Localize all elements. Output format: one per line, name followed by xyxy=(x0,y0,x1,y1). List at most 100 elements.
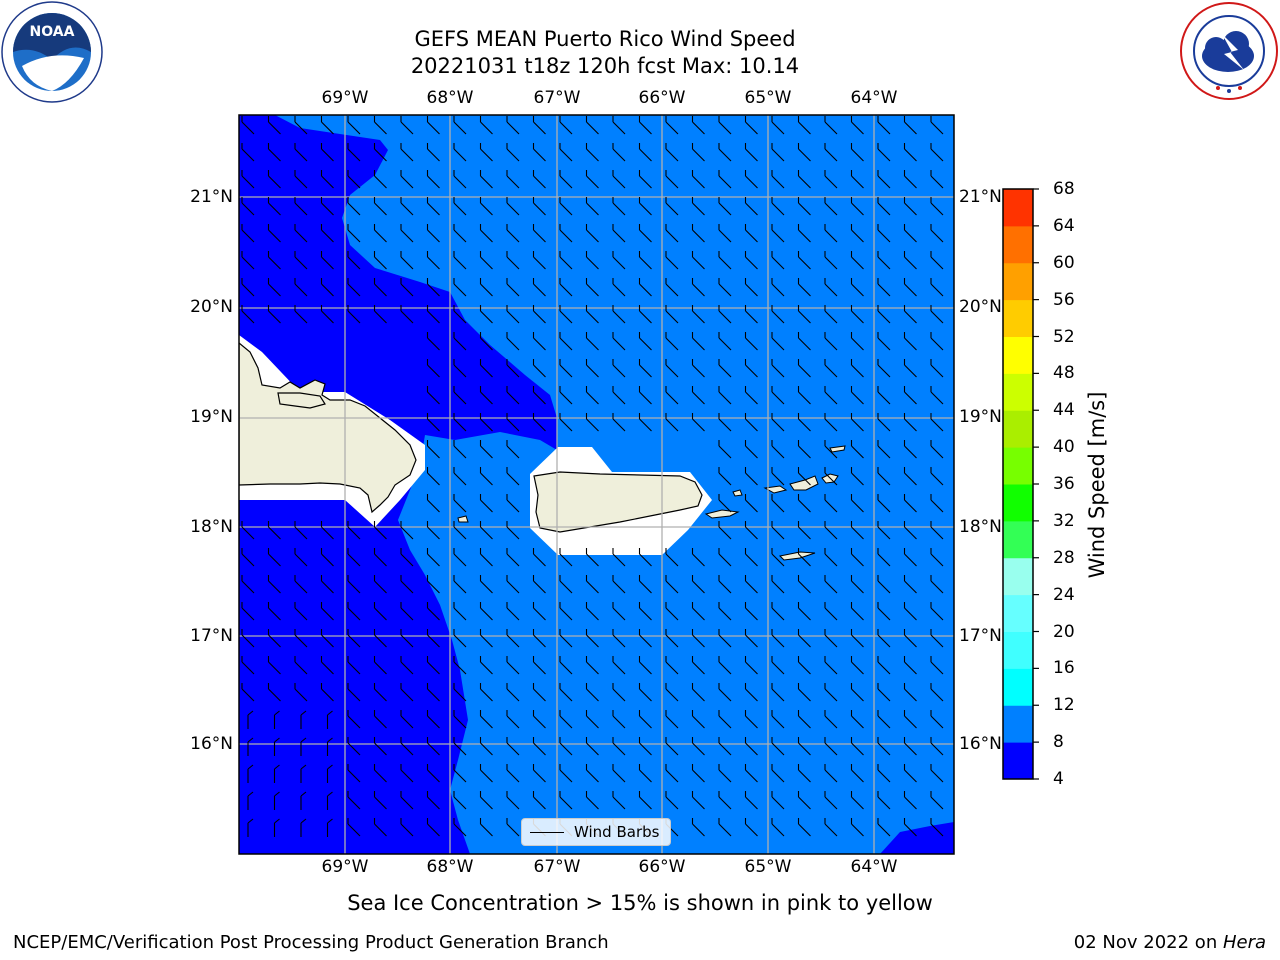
wind-barb xyxy=(426,467,440,486)
colorbar-tick-label: 64 xyxy=(1053,215,1075,236)
wind-barb xyxy=(247,710,254,729)
wind-barb xyxy=(347,197,361,216)
wind-barb xyxy=(771,305,785,324)
wind-barb xyxy=(453,710,467,729)
wind-barb xyxy=(665,386,679,405)
wind-barb xyxy=(453,683,467,702)
wind-barb xyxy=(247,737,254,756)
wind-barb xyxy=(638,143,652,162)
wind-barb xyxy=(638,251,652,270)
wind-barb xyxy=(691,629,705,648)
colorbar-bin-12-16 xyxy=(1003,668,1033,706)
wind-barb xyxy=(691,818,705,837)
wind-barb xyxy=(373,683,387,702)
wind-barb xyxy=(930,737,944,756)
wind-barb xyxy=(824,116,838,135)
lon-label-top-65w: 65°W xyxy=(744,88,792,108)
wind-barb xyxy=(400,224,414,243)
land-culebra xyxy=(732,489,743,497)
wind-barb xyxy=(877,305,891,324)
wind-barb xyxy=(771,548,785,567)
wind-barb xyxy=(612,683,626,702)
wind-barb xyxy=(585,359,599,378)
wind-barb xyxy=(426,170,440,189)
wind-barb xyxy=(506,170,520,189)
wind-barb xyxy=(241,548,255,567)
wind-barb xyxy=(585,683,599,702)
wind-barb xyxy=(400,710,414,729)
wind-barb xyxy=(373,818,387,837)
wind-barb xyxy=(532,602,546,621)
wind-barb xyxy=(559,251,573,270)
wind-barb xyxy=(320,305,334,324)
wind-barb xyxy=(903,359,917,378)
wind-barb xyxy=(241,575,255,594)
wind-barb xyxy=(877,818,891,837)
wind-barb xyxy=(771,170,785,189)
wind-barb xyxy=(930,764,944,783)
wind-barb xyxy=(691,143,705,162)
wind-barb xyxy=(771,494,785,513)
colorbar-bin-4-8 xyxy=(1003,742,1033,780)
wind-barb xyxy=(744,332,758,351)
wind-barb xyxy=(241,224,255,243)
wind-barb xyxy=(426,440,440,459)
noaa-logo: NOAA xyxy=(1,1,103,103)
wind-barb xyxy=(903,521,917,540)
wind-barb xyxy=(373,143,387,162)
lat-label-right-18n: 18°N xyxy=(959,517,1002,537)
wind-barb xyxy=(797,305,811,324)
wind-barb xyxy=(347,656,361,675)
wind-barb xyxy=(532,251,546,270)
wind-barb xyxy=(453,494,467,513)
wind-barb xyxy=(665,197,679,216)
footer-credit: NCEP/EMC/Verification Post Processing Pr… xyxy=(13,932,609,953)
lon-label-top-68w: 68°W xyxy=(426,88,474,108)
wind-barb xyxy=(691,791,705,810)
wind-barb xyxy=(797,737,811,756)
wind-barb xyxy=(453,575,467,594)
wind-barb xyxy=(400,629,414,648)
wind-barb xyxy=(824,170,838,189)
wind-barb xyxy=(903,413,917,432)
wind-barb xyxy=(241,251,255,270)
wind-barb xyxy=(824,710,838,729)
wind-barb xyxy=(426,602,440,621)
wind-barb xyxy=(400,251,414,270)
wind-barb xyxy=(400,575,414,594)
wind-barb xyxy=(400,197,414,216)
wind-barb xyxy=(479,818,493,837)
wind-barb xyxy=(267,197,281,216)
wind-barb xyxy=(373,116,387,135)
wind-barb xyxy=(903,332,917,351)
wind-barb xyxy=(744,359,758,378)
wind-barb xyxy=(930,413,944,432)
wind-barb xyxy=(638,413,652,432)
wind-barb xyxy=(744,413,758,432)
wind-barb xyxy=(744,386,758,405)
wind-barb xyxy=(691,386,705,405)
wind-barb xyxy=(400,656,414,675)
wind-barb xyxy=(453,440,467,459)
wind-barb xyxy=(824,575,838,594)
colorbar-bin-36-40 xyxy=(1003,447,1033,485)
wind-barb xyxy=(718,629,732,648)
wind-barb xyxy=(877,224,891,243)
wind-barb xyxy=(824,737,838,756)
wind-barb xyxy=(241,305,255,324)
wind-barb xyxy=(744,440,758,459)
wind-barb xyxy=(241,629,255,648)
wind-barb xyxy=(426,359,440,378)
wind-barb xyxy=(638,332,652,351)
wind-barb xyxy=(850,386,864,405)
wind-barb xyxy=(373,278,387,297)
wind-barb xyxy=(479,602,493,621)
lat-label-right-17n: 17°N xyxy=(959,626,1002,646)
wind-barb xyxy=(400,116,414,135)
wind-barb xyxy=(559,224,573,243)
wind-barb xyxy=(771,386,785,405)
wind-barb xyxy=(930,251,944,270)
map-title: GEFS MEAN Puerto Rico Wind Speed xyxy=(414,27,796,51)
wind-barb xyxy=(506,359,520,378)
wind-barb xyxy=(559,764,573,783)
